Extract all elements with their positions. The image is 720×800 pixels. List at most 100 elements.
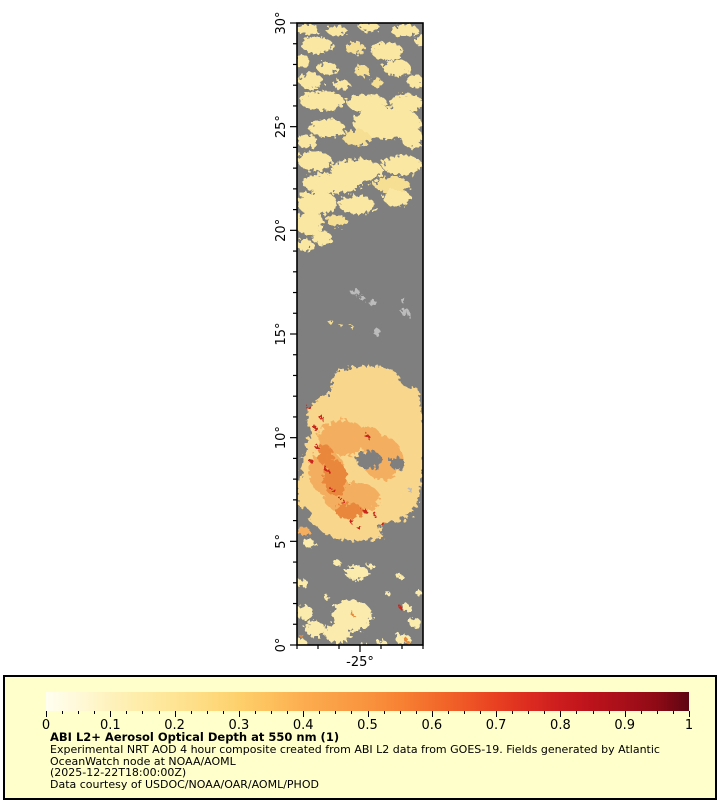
colorbar-minor-tick — [447, 711, 449, 714]
aod-patch — [380, 521, 384, 525]
aod-patch — [407, 74, 423, 88]
aod-patch — [350, 289, 360, 295]
aod-patch — [371, 42, 403, 60]
aod-patch — [384, 591, 390, 595]
aod-patch — [335, 503, 363, 519]
aod-patch — [329, 321, 335, 325]
aod-patch — [345, 42, 365, 54]
colorbar-tick-label: 0.3 — [228, 718, 250, 733]
colorbar-tick-labels: 0 0.1 0.2 0.3 0.4 0.5 0.6 0.7 0.8 0.9 1 — [42, 718, 693, 733]
colorbar-major-tick — [496, 711, 498, 717]
aod-patch — [377, 640, 387, 645]
aod-patch — [297, 134, 317, 148]
colorbar-minor-tick — [463, 711, 465, 714]
aod-patch — [302, 173, 362, 193]
aod-patch — [389, 457, 405, 469]
aod-patch — [350, 520, 354, 524]
aod-patch — [400, 383, 423, 503]
colorbar-minor-tick — [528, 711, 530, 714]
map-data-patches — [297, 23, 423, 645]
colorbar — [46, 692, 689, 711]
colorbar-minor-tick — [287, 711, 289, 714]
lat-tick-label: 5° — [274, 534, 289, 549]
colorbar-minor-tick — [78, 711, 80, 714]
colorbar-major-tick — [303, 711, 305, 717]
lat-tick-label: 15° — [274, 322, 289, 345]
aod-patch — [365, 434, 369, 438]
aod-patch — [395, 634, 411, 644]
colorbar-minor-tick — [351, 711, 353, 714]
aod-patch — [359, 296, 365, 300]
aod-patch — [299, 633, 303, 637]
aod-patch — [297, 239, 313, 251]
colorbar-minor-tick — [271, 711, 273, 714]
aod-patch — [373, 329, 381, 335]
colorbar-tick-label: 0.1 — [99, 718, 121, 733]
aod-patch — [313, 426, 317, 430]
colorbar-major-tick — [46, 711, 47, 717]
colorbar-minor-tick — [544, 711, 546, 714]
lon-tick-label: -25° — [346, 655, 374, 670]
colorbar-tick-label: 0.5 — [357, 718, 378, 733]
aod-patch — [297, 211, 323, 235]
colorbar-major-tick — [689, 711, 690, 717]
colorbar-tick-label: 0.9 — [614, 718, 636, 733]
aod-patch — [297, 441, 306, 461]
aod-patch — [309, 119, 345, 137]
aod-patch — [401, 297, 405, 303]
aod-patch — [307, 406, 311, 410]
aod-patch — [350, 611, 354, 615]
aod-patch — [391, 94, 423, 112]
colorbar-minor-tick — [126, 711, 128, 714]
aod-patch — [315, 445, 319, 449]
aod-patch — [383, 190, 411, 206]
colorbar-ticks — [46, 711, 690, 718]
aod-patch — [407, 488, 413, 492]
aod-patch — [297, 367, 332, 399]
lat-tick-label: 20° — [274, 219, 289, 242]
colorbar-minor-tick — [206, 711, 208, 714]
aod-patch — [297, 638, 307, 645]
aod-patch — [297, 527, 310, 535]
aod-patch — [396, 575, 404, 579]
aod-patch — [356, 451, 382, 469]
aod-patch — [398, 362, 423, 388]
colorbar-minor-tick — [672, 711, 674, 714]
colorbar-major-tick — [560, 711, 562, 717]
aod-patch — [409, 618, 421, 628]
colorbar-major-tick — [367, 711, 369, 717]
colorbar-minor-tick — [335, 711, 337, 714]
legend-caption: ABI L2+ Aerosol Optical Depth at 550 nm … — [50, 731, 705, 790]
aod-patch — [333, 560, 341, 566]
colorbar-major-tick — [431, 711, 433, 717]
colorbar-minor-tick — [399, 711, 401, 714]
aod-patch — [354, 66, 370, 76]
aod-patch — [363, 509, 367, 513]
aod-patch — [350, 326, 354, 328]
colorbar-minor-tick — [319, 711, 321, 714]
colorbar-minor-tick — [512, 711, 514, 714]
colorbar-tick-label: 0 — [41, 718, 51, 733]
aod-patch — [405, 639, 409, 643]
colorbar-tick-label: 0.2 — [164, 718, 185, 733]
colorbar-minor-tick — [158, 711, 160, 714]
aod-patch — [325, 468, 329, 472]
aod-patch — [373, 513, 377, 517]
colorbar-major-tick — [624, 711, 626, 717]
aod-patch — [297, 191, 337, 215]
colorbar-minor-tick — [254, 711, 256, 714]
aod-patch — [402, 604, 412, 612]
legend-panel: 0 0.1 0.2 0.3 0.4 0.5 0.6 0.7 0.8 0.9 1 ABI L2+ Ae… — [3, 675, 717, 800]
aod-patch — [324, 623, 350, 643]
colorbar-minor-tick — [190, 711, 192, 714]
aod-patch — [297, 507, 311, 523]
colorbar-major-tick — [238, 711, 240, 717]
aod-patch — [323, 460, 347, 496]
lon-axis — [296, 645, 424, 652]
aod-patch — [379, 521, 415, 539]
legend-line-3: (2025-12-22T18:00:00Z) — [50, 766, 187, 780]
aod-patch — [298, 151, 332, 171]
aod-patch — [401, 128, 423, 148]
aod-patch — [398, 605, 402, 609]
aod-patch — [347, 94, 387, 112]
